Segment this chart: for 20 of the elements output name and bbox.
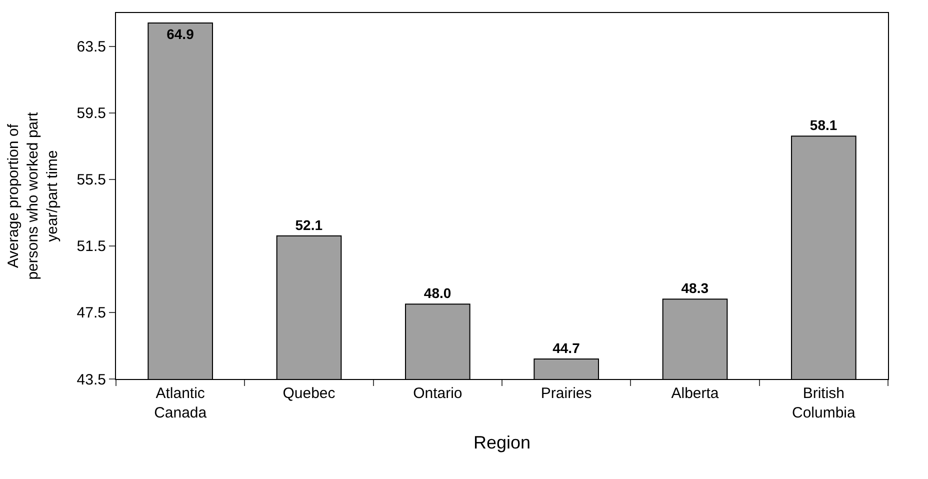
x-tick-label: Atlantic Canada [154,385,208,422]
y-axis-title: Average proportion of persons who worked part year/part time [5,111,62,280]
data-label: 44.7 [552,340,580,356]
data-label: 48.3 [681,280,709,296]
y-tick-label: 51.5 [76,238,106,256]
y-tick-label: 55.5 [76,172,106,189]
y-tick-label: 43.5 [76,371,106,388]
x-tick-label: Ontario [413,385,462,402]
x-tick-label: Prairies [540,385,592,402]
x-tick-label: British Columbia [792,385,856,422]
data-label: 52.1 [295,216,323,233]
y-tick-label: 47.5 [76,304,106,322]
data-label: 48.0 [424,285,452,302]
y-tick-label: 59.5 [76,105,106,122]
x-axis-title: Region [473,432,531,453]
data-label: 64.9 [166,26,194,42]
data-label: 58.1 [810,117,838,134]
x-tick-label: Alberta [671,385,720,402]
x-tick-label: Quebec [282,385,336,402]
y-tick-label: 63.5 [76,38,106,56]
